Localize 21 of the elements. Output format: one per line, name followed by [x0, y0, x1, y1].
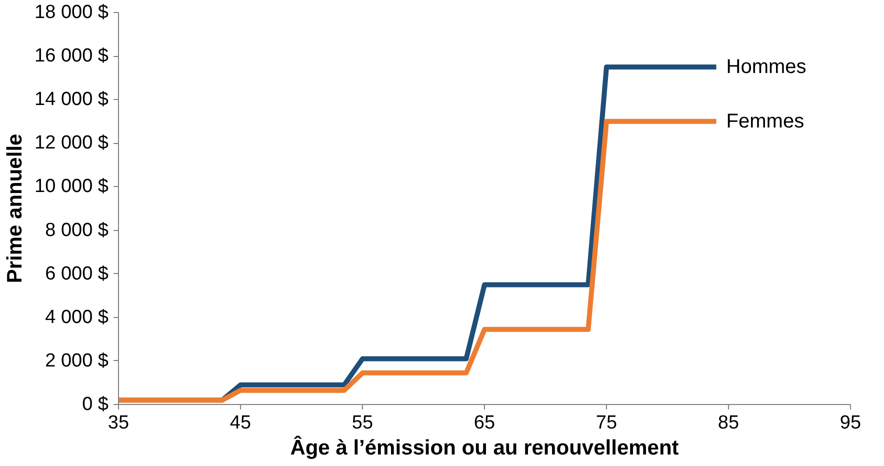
- y-tick-label: 8 000 $: [45, 220, 109, 241]
- x-tick-label: 85: [718, 412, 740, 434]
- series-label: Hommes: [726, 56, 806, 78]
- x-axis-title: Âge à l’émission ou au renouvellement: [290, 436, 679, 460]
- y-tick-label: 0 $: [82, 394, 109, 415]
- x-tick-label: 45: [230, 412, 252, 434]
- x-tick-label: 95: [840, 412, 862, 434]
- x-tick-label: 55: [352, 412, 374, 434]
- x-tick-label: 35: [108, 412, 130, 434]
- series-label: Femmes: [726, 110, 804, 132]
- y-tick-label: 16 000 $: [34, 46, 109, 67]
- x-tick-label: 75: [596, 412, 618, 434]
- y-tick-label: 14 000 $: [34, 89, 109, 110]
- y-tick-label: 18 000 $: [34, 2, 109, 23]
- y-tick-label: 6 000 $: [45, 263, 109, 284]
- x-tick-label: 65: [474, 412, 496, 434]
- y-tick-label: 12 000 $: [34, 132, 109, 154]
- y-tick-label: 10 000 $: [34, 176, 109, 198]
- y-axis-title: Prime annuelle: [4, 134, 27, 284]
- y-tick-label: 4 000 $: [45, 306, 109, 328]
- y-tick-label: 2 000 $: [45, 350, 109, 372]
